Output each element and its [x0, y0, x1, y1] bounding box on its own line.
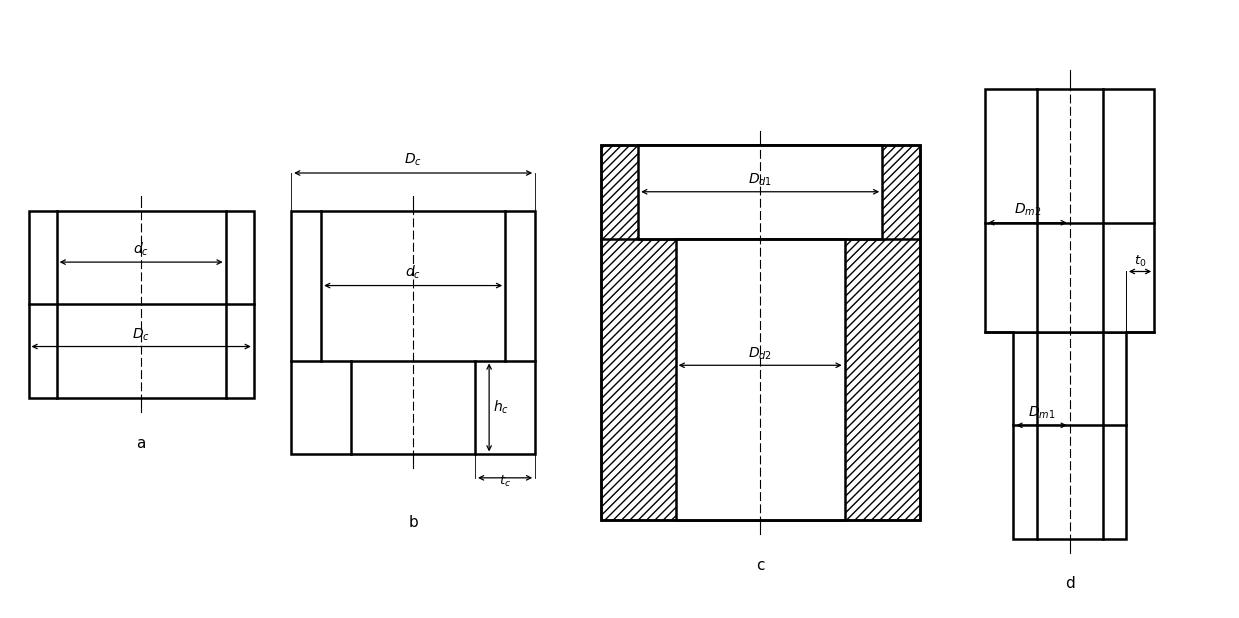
Bar	[638, 145, 882, 239]
Text: $D_c$: $D_c$	[133, 326, 150, 343]
Text: c: c	[756, 557, 764, 572]
Text: $D_{m1}$: $D_{m1}$	[1028, 404, 1056, 421]
Bar	[291, 211, 535, 454]
Bar	[985, 88, 1155, 332]
Text: a: a	[136, 436, 146, 451]
Text: $t_0$: $t_0$	[1134, 253, 1146, 269]
Text: $D_{d1}$: $D_{d1}$	[748, 172, 772, 188]
Text: d: d	[1064, 577, 1074, 591]
Bar	[601, 145, 919, 520]
Bar	[675, 239, 845, 520]
Text: $D_c$: $D_c$	[404, 152, 422, 168]
Text: $d_c$: $d_c$	[133, 241, 149, 258]
Text: b: b	[409, 515, 418, 530]
Text: $h_c$: $h_c$	[493, 399, 509, 416]
Text: $D_{d2}$: $D_{d2}$	[748, 345, 772, 362]
Text: $t_c$: $t_c$	[499, 474, 512, 489]
Bar	[601, 145, 919, 520]
Text: $d_c$: $d_c$	[405, 263, 421, 281]
Bar	[28, 211, 254, 398]
Bar	[1014, 332, 1126, 539]
Text: $D_{m2}$: $D_{m2}$	[1014, 201, 1041, 218]
